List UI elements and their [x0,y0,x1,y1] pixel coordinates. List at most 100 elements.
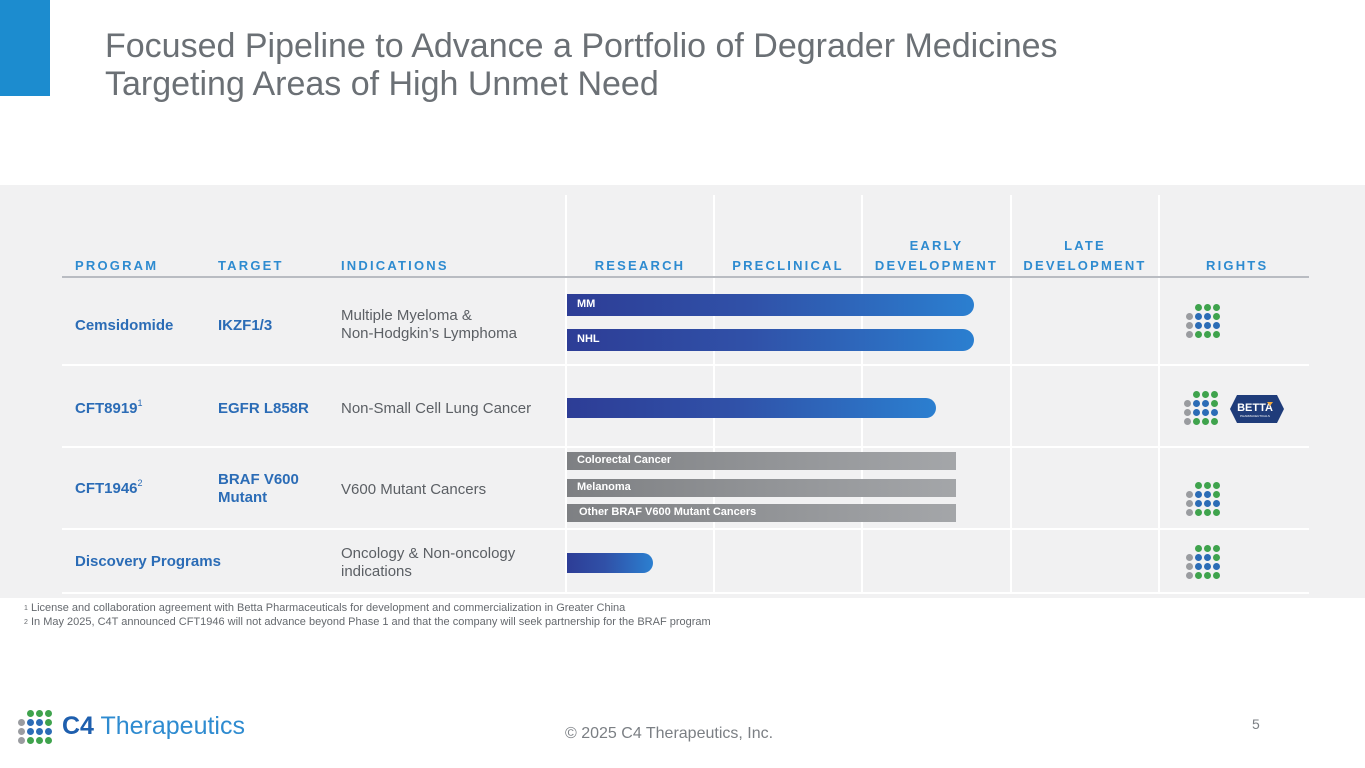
logo-dot [1213,572,1220,579]
logo-dot [1193,400,1200,407]
logo-dot [1204,572,1211,579]
logo-dot [1213,313,1220,320]
program-name: Cemsidomide [75,317,174,334]
logo-dot [36,737,43,744]
program-name-text: CFT8919 [75,400,138,417]
program-name: CFT19462 [75,478,143,497]
progress-bar: NHL [567,329,974,351]
logo-dot [1184,418,1191,425]
logo-bold-text: C4 [62,712,94,740]
logo-dot [1204,322,1211,329]
logo-dot [1193,409,1200,416]
bar-label: Colorectal Cancer [577,454,672,466]
logo-dot [1186,313,1193,320]
logo-dot [18,728,25,735]
indication: Oncology & Non-oncology indications [341,545,515,581]
logo-dot [1195,491,1202,498]
logo-dot [1186,491,1193,498]
header-early-development: EARLY DEVELOPMENT [863,236,1010,276]
target-line-2: Mutant [218,489,268,506]
header-late-development: LATE DEVELOPMENT [1012,236,1158,276]
logo-dot [36,719,43,726]
footnote-1-marker: 1 [24,605,28,612]
bar-label: NHL [577,333,600,345]
logo-dot [1195,554,1202,561]
logo-dot [1195,482,1202,489]
c4-therapeutics-logo: C4 Therapeutics [62,711,245,741]
logo-dot [1195,509,1202,516]
c4-rights-icon [1186,304,1226,340]
logo-dot [1195,331,1202,338]
logo-dot [1213,563,1220,570]
logo-dot [1195,572,1202,579]
indication-line-1: V600 Mutant Cancers [341,481,487,498]
header-early-line-2: DEVELOPMENT [874,258,999,273]
logo-dot [1211,391,1218,398]
progress-bar: Colorectal Cancer [567,452,956,470]
page-title: Focused Pipeline to Advance a Portfolio … [105,27,1305,103]
logo-dot [1193,391,1200,398]
logo-dot [1204,545,1211,552]
logo-dot [1202,391,1209,398]
logo-dot [1186,554,1193,561]
target-name: IKZF1/3 [218,317,273,334]
logo-dot [27,710,34,717]
c4-rights-icon [1186,482,1226,518]
logo-dot [1204,331,1211,338]
logo-dot [1204,509,1211,516]
betta-logo-subtext: PHARMACEUTICALS [1240,414,1270,418]
logo-dot [1211,418,1218,425]
logo-dot [1186,500,1193,507]
logo-dot [1195,545,1202,552]
logo-dot [1204,563,1211,570]
indication-line-1: Oncology & Non-oncology [341,545,516,562]
logo-dot [1195,322,1202,329]
header-late-line-2: DEVELOPMENT [1023,258,1147,273]
logo-dot [1213,304,1220,311]
target-name: EGFR L858R [218,400,309,417]
row-divider [62,528,1309,530]
logo-dot [1186,563,1193,570]
header-research: RESEARCH [594,258,686,273]
target-line-1: BRAF V600 [218,471,299,488]
indication: Multiple Myeloma & Non-Hodgkin’s Lymphom… [341,307,517,343]
logo-dot [1184,400,1191,407]
column-divider [1158,195,1160,593]
row-divider [62,592,1309,594]
header-late-line-1: LATE [1064,238,1106,253]
title-line-1: Focused Pipeline to Advance a Portfolio … [105,27,1058,65]
logo-dot [1202,400,1209,407]
logo-dot [1204,304,1211,311]
logo-dot [1213,509,1220,516]
c4-logo-icon [18,710,58,746]
logo-dot [1213,500,1220,507]
logo-dot [1202,418,1209,425]
header-target: TARGET [218,258,284,273]
footnote-marker: 2 [137,478,143,488]
logo-dot [1213,331,1220,338]
logo-dot [1204,491,1211,498]
logo-dot [1195,500,1202,507]
logo-dot [18,737,25,744]
logo-dot [45,737,52,744]
header-early-line-1: EARLY [909,238,964,253]
logo-dot [1204,313,1211,320]
betta-logo-text: BETTA [1237,402,1273,414]
logo-dot [27,737,34,744]
c4-rights-icon [1184,391,1224,427]
indication: Non-Small Cell Lung Cancer [341,400,531,418]
program-name: Discovery Programs [75,553,221,570]
footnote-1: 1 License and collaboration agreement wi… [24,602,625,615]
logo-dot [1186,572,1193,579]
progress-bar: Other BRAF V600 Mutant Cancers [567,504,956,522]
progress-bar: MM [567,294,974,316]
program-name: CFT89191 [75,398,143,417]
logo-dot [1213,545,1220,552]
indication-line-1: Multiple Myeloma & [341,307,472,324]
logo-dot [1211,409,1218,416]
logo-dot [1202,409,1209,416]
progress-bar: Melanoma [567,479,956,497]
page-number: 5 [1252,716,1260,732]
footnote-1-text: License and collaboration agreement with… [27,602,626,614]
logo-dot [36,710,43,717]
